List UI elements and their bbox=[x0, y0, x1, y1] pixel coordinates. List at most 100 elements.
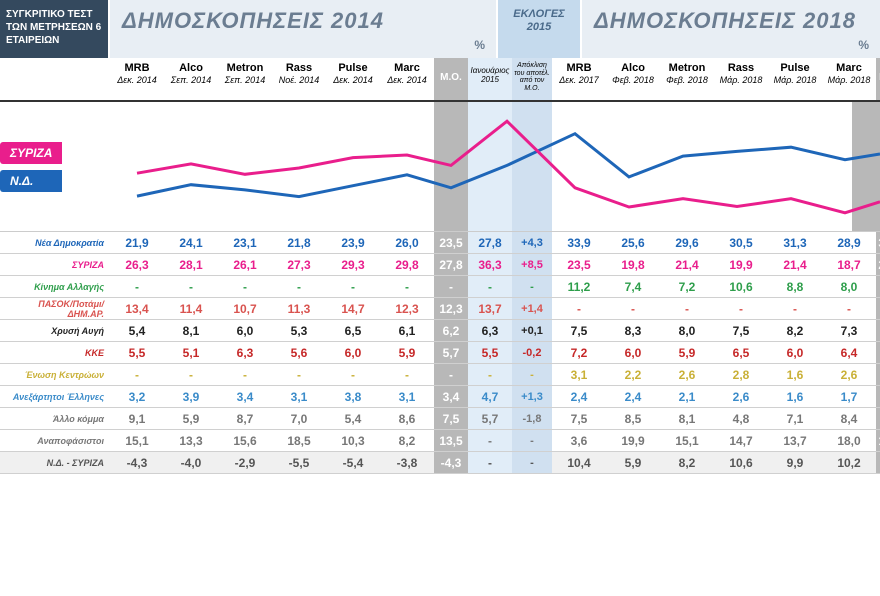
cell: 7,4 bbox=[606, 280, 660, 294]
table-row: Ένωση Κεντρώων---------3,12,22,62,81,62,… bbox=[0, 364, 880, 386]
table-row: Νέα Δημοκρατία21,924,123,121,823,926,023… bbox=[0, 232, 880, 254]
table-row: Ανεξάρτητοι Έλληνες3,23,93,43,13,83,13,4… bbox=[0, 386, 880, 408]
cell: - bbox=[326, 280, 380, 294]
cell: 23,5 bbox=[552, 258, 606, 272]
cell: 2,1 bbox=[660, 390, 714, 404]
cell: 8,1 bbox=[660, 412, 714, 426]
cell: 5,4 bbox=[110, 324, 164, 338]
cell-mo: - bbox=[876, 298, 880, 319]
cell-mo: - bbox=[434, 276, 468, 297]
cell: 27,3 bbox=[272, 258, 326, 272]
cell-mo: 7,5 bbox=[434, 408, 468, 429]
cell: -4,0 bbox=[164, 456, 218, 470]
cell: 10,2 bbox=[822, 456, 876, 470]
cell: - bbox=[326, 368, 380, 382]
column-headers: MRBΔεκ. 2014AlcoΣεπ. 2014MetronΣεπ. 2014… bbox=[0, 58, 880, 102]
party-label: Ν.Δ. - ΣΥΡΙΖΑ bbox=[0, 458, 110, 468]
cell: 28,1 bbox=[164, 258, 218, 272]
cell-mo: 6,3 bbox=[876, 342, 880, 363]
line-nd bbox=[137, 134, 880, 197]
cell: 15,6 bbox=[218, 434, 272, 448]
cell: 21,9 bbox=[110, 236, 164, 250]
cell: 11,3 bbox=[272, 302, 326, 316]
cell: 5,9 bbox=[660, 346, 714, 360]
cell: 5,4 bbox=[326, 412, 380, 426]
cell-deviation: -1,8 bbox=[512, 408, 552, 429]
cell: 3,4 bbox=[218, 390, 272, 404]
cell: 7,5 bbox=[552, 324, 606, 338]
cell-mo: 9,2 bbox=[876, 452, 880, 473]
header-left-label: ΣΥΓΚΡΙΤΙΚΟ ΤΕΣΤ ΤΩΝ ΜΕΤΡΗΣΕΩΝ 6 ΕΤΑΙΡΕΙΩ… bbox=[0, 0, 110, 58]
cell: 23,1 bbox=[218, 236, 272, 250]
party-label: Ανεξάρτητοι Έλληνες bbox=[0, 392, 110, 402]
cell-election: 27,8 bbox=[468, 232, 512, 253]
cell-deviation: - bbox=[512, 430, 552, 451]
cell: 21,8 bbox=[272, 236, 326, 250]
cell: 26,0 bbox=[380, 236, 434, 250]
col-mo-2014: Μ.Ο. bbox=[434, 58, 468, 100]
cell-election: - bbox=[468, 452, 512, 473]
cell: - bbox=[272, 280, 326, 294]
col-header: AlcoΦεβ. 2018 bbox=[606, 58, 660, 100]
cell: 6,0 bbox=[606, 346, 660, 360]
table-row: Ν.Δ. - ΣΥΡΙΖΑ-4,3-4,0-2,9-5,5-5,4-3,8-4,… bbox=[0, 452, 880, 474]
cell: 3,1 bbox=[552, 368, 606, 382]
cell: - bbox=[218, 280, 272, 294]
cell-mo: 7,8 bbox=[876, 320, 880, 341]
cell: 3,6 bbox=[552, 434, 606, 448]
cell: 5,3 bbox=[272, 324, 326, 338]
cell-election: - bbox=[468, 430, 512, 451]
cell: 6,3 bbox=[218, 346, 272, 360]
cell: 8,6 bbox=[380, 412, 434, 426]
col-header: MetronΣεπ. 2014 bbox=[218, 58, 272, 100]
cell: - bbox=[380, 368, 434, 382]
cell: 10,6 bbox=[714, 280, 768, 294]
cell: 29,6 bbox=[660, 236, 714, 250]
party-label: Ένωση Κεντρώων bbox=[0, 370, 110, 380]
cell: 26,3 bbox=[110, 258, 164, 272]
cell: 5,9 bbox=[164, 412, 218, 426]
cell: 24,1 bbox=[164, 236, 218, 250]
header-2014: ΔΗΜΟΣΚΟΠΗΣΕΙΣ 2014 % bbox=[110, 0, 498, 58]
party-label: ΚΚΕ bbox=[0, 348, 110, 358]
cell: - bbox=[380, 280, 434, 294]
cell-mo: -4,3 bbox=[434, 452, 468, 473]
cell: 2,4 bbox=[606, 390, 660, 404]
cell: 7,1 bbox=[768, 412, 822, 426]
cell: 6,1 bbox=[380, 324, 434, 338]
cell: 2,6 bbox=[822, 368, 876, 382]
cell: 8,8 bbox=[768, 280, 822, 294]
cell: 8,2 bbox=[380, 434, 434, 448]
cell: 3,1 bbox=[380, 390, 434, 404]
cell-mo: 27,8 bbox=[434, 254, 468, 275]
cell: 11,2 bbox=[552, 280, 606, 294]
cell: 3,8 bbox=[326, 390, 380, 404]
cell: - bbox=[164, 368, 218, 382]
line-chart: ΣΥΡΙΖΑ Ν.Δ. bbox=[0, 102, 880, 232]
chart-legend: ΣΥΡΙΖΑ Ν.Δ. bbox=[0, 142, 62, 198]
cell: 2,4 bbox=[552, 390, 606, 404]
col-header: MarcΔεκ. 2014 bbox=[380, 58, 434, 100]
cell-mo: 3,4 bbox=[434, 386, 468, 407]
party-label: ΣΥΡΙΖΑ bbox=[0, 260, 110, 270]
cell-mo: 8,9 bbox=[876, 276, 880, 297]
cell: 5,9 bbox=[606, 456, 660, 470]
cell: 25,6 bbox=[606, 236, 660, 250]
cell: 8,1 bbox=[164, 324, 218, 338]
cell: 6,0 bbox=[768, 346, 822, 360]
table-row: Αναποφάσιστοι15,113,315,618,510,38,213,5… bbox=[0, 430, 880, 452]
line-syriza bbox=[137, 121, 880, 213]
cell: -2,9 bbox=[218, 456, 272, 470]
cell: - bbox=[822, 302, 876, 316]
col-header: MetronΦεβ. 2018 bbox=[660, 58, 714, 100]
table-row: Χρυσή Αυγή5,48,16,05,36,56,16,26,3+0,17,… bbox=[0, 320, 880, 342]
cell-election: 5,5 bbox=[468, 342, 512, 363]
cell-election: - bbox=[468, 364, 512, 385]
header-2015: ΕΚΛΟΓΕΣ 2015 bbox=[498, 0, 582, 58]
cell: 6,0 bbox=[326, 346, 380, 360]
chart-svg bbox=[110, 102, 880, 232]
cell: 8,2 bbox=[768, 324, 822, 338]
cell: 23,9 bbox=[326, 236, 380, 250]
cell-mo: 6,2 bbox=[434, 320, 468, 341]
cell: - bbox=[660, 302, 714, 316]
